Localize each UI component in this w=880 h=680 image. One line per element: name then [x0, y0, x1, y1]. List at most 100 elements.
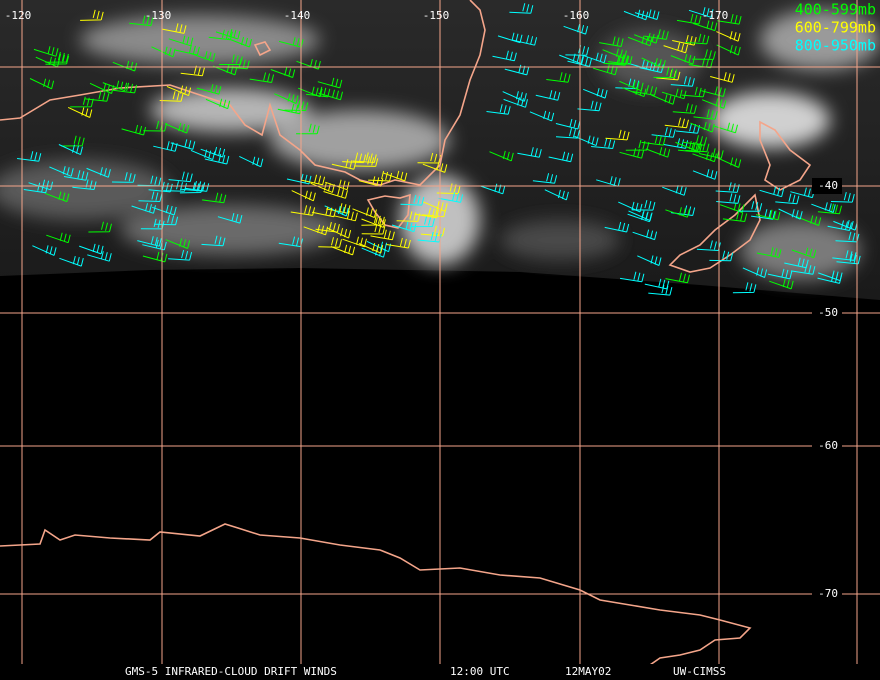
wind-barb [180, 65, 205, 77]
wind-barb [306, 86, 331, 98]
wind-barb [663, 138, 689, 149]
wind-barb [400, 194, 425, 206]
wind-barb [544, 189, 569, 201]
wind-barb [509, 3, 534, 14]
wind-barb [567, 56, 592, 67]
wind-barb [817, 203, 842, 215]
wind-barb [49, 166, 74, 177]
wind-barb [303, 224, 329, 236]
wind-barb [670, 205, 696, 216]
label-bg [812, 438, 842, 454]
wind-barb [111, 172, 136, 183]
footer-bg [0, 664, 880, 680]
wind-barb [480, 183, 506, 195]
wind-barb [546, 72, 571, 83]
wind-barb [830, 191, 855, 203]
wind-barb [835, 231, 860, 243]
wind-barb [330, 244, 356, 256]
wind-barb [492, 50, 517, 62]
new-zealand-coast [668, 120, 812, 273]
wind-barb [391, 221, 417, 233]
wind-barb [414, 207, 439, 219]
wind-barb [627, 211, 652, 223]
wind-barb [577, 100, 602, 112]
wind-barb [625, 139, 650, 151]
wind-barb [138, 191, 163, 202]
wind-barb [651, 127, 676, 138]
wind-barb [604, 221, 630, 233]
wind-barb [563, 23, 589, 35]
wind-barb [634, 32, 659, 44]
wind-barb [685, 141, 710, 153]
wind-barb [688, 7, 714, 18]
wind-barb [184, 181, 210, 192]
wind-barb [137, 236, 162, 247]
wind-barb [644, 278, 670, 290]
wind-barb [29, 78, 55, 90]
wind-barb [154, 214, 179, 226]
wind-barb [270, 67, 296, 78]
legend-entry: 400-599mb [795, 1, 876, 19]
tasmania-coast [366, 193, 411, 229]
wind-barb [692, 169, 718, 180]
wind-barb [672, 103, 697, 114]
wind-barb [641, 134, 666, 146]
wind-barb [692, 20, 718, 32]
wind-barb [239, 155, 264, 168]
wind-barb [170, 139, 196, 150]
wind-barb [175, 44, 200, 56]
wind-barb [502, 91, 527, 102]
wind-barb [593, 64, 618, 76]
wind-barb [582, 52, 607, 64]
wind-barb [208, 29, 233, 41]
wind-barb [710, 72, 735, 83]
wind-barb [227, 36, 252, 48]
wind-barb [298, 86, 323, 98]
wind-barb [486, 104, 511, 115]
wind-barb [605, 129, 630, 141]
wind-barb [665, 207, 690, 218]
latitude-label: -50 [818, 306, 838, 319]
wind-barb [333, 210, 358, 222]
wind-barb [201, 192, 227, 204]
wind-barb [548, 151, 574, 163]
wind-barb [382, 170, 408, 182]
wind-barb [719, 202, 745, 213]
wind-barb [620, 271, 645, 283]
wind-barb [331, 159, 357, 170]
wind-barb [190, 149, 216, 161]
wind-barb [742, 267, 768, 278]
wind-barb [164, 122, 190, 134]
wind-barb [677, 142, 703, 153]
wind-barb [722, 211, 748, 222]
wind-barb [738, 201, 763, 212]
wind-barb [165, 238, 191, 249]
wind-barb [44, 191, 70, 203]
wind-barb [751, 209, 776, 220]
wind-barb [631, 199, 656, 211]
wind-barb [555, 127, 580, 139]
wind-barb [602, 48, 627, 60]
wind-barb [436, 183, 461, 194]
wind-barb [168, 171, 193, 183]
wind-barb [713, 122, 738, 134]
wind-barb [17, 151, 42, 162]
wind-barb [142, 251, 168, 263]
wind-barb [79, 243, 104, 255]
legend-entry: 600-799mb [795, 19, 876, 37]
wind-barb [681, 86, 706, 98]
wind-barb [278, 37, 304, 48]
wind-barb [565, 45, 590, 56]
wind-barb [685, 33, 710, 45]
wind-barb [693, 109, 718, 120]
wind-barb [503, 97, 528, 108]
wind-barb [46, 232, 71, 244]
wind-barb [86, 167, 111, 178]
wind-barb [489, 150, 514, 162]
wind-barb [179, 182, 204, 194]
wind-barb [88, 221, 112, 233]
wind-barb [559, 53, 584, 65]
wind-barb [716, 44, 741, 56]
wind-barb [632, 85, 657, 96]
